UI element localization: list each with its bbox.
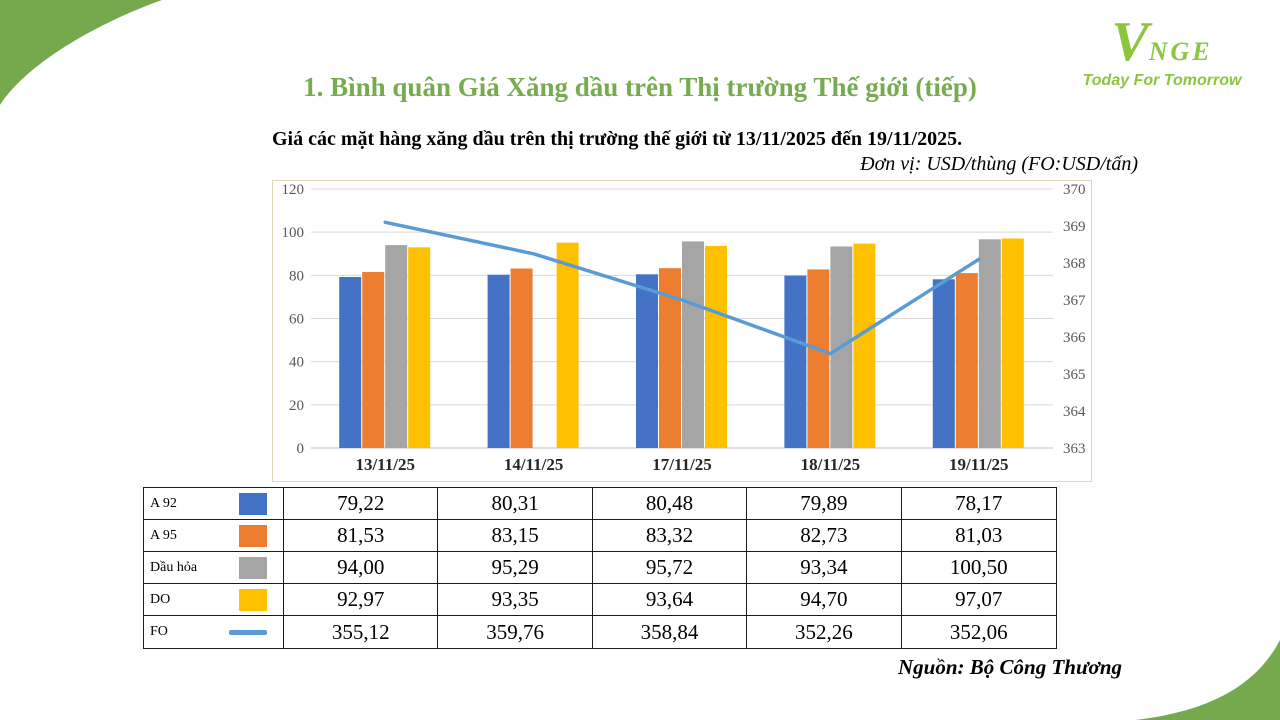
table-value-cell: 92,97 (284, 584, 439, 615)
logo-v-glyph: V (1111, 11, 1149, 73)
series-label-cell: FO (144, 616, 284, 648)
table-value-cell: 94,00 (284, 552, 439, 583)
table-value-cell: 355,12 (284, 616, 439, 648)
table-value-cell: 81,53 (284, 520, 439, 551)
table-value-cell: 352,06 (949, 619, 1008, 644)
right-axis-tick-label: 364 (1063, 404, 1086, 420)
table-value-cell: 80,31 (438, 488, 593, 519)
table-value-cell: 93,35 (438, 584, 593, 615)
table-value-cell: 358,84 (593, 616, 748, 648)
left-axis-tick-label: 60 (289, 312, 304, 328)
bar-a-92 (487, 274, 510, 448)
left-axis-tick-label: 80 (289, 268, 304, 284)
bar-dầu-hỏa (978, 239, 1001, 448)
table-value-cell: 80,48 (593, 488, 748, 519)
bar-do (556, 242, 579, 448)
logo-text: NGE (1148, 37, 1213, 66)
bar-dầu-hỏa (385, 245, 408, 448)
bar-a-95 (510, 268, 533, 448)
series-label-cell: A 92 (144, 488, 284, 519)
left-axis-tick-label: 100 (282, 225, 305, 241)
page-title: 1. Bình quân Giá Xăng dầu trên Thị trườn… (303, 72, 977, 102)
x-axis-category-label: 18/11/25 (801, 455, 861, 474)
right-axis-tick-label: 367 (1063, 293, 1086, 309)
x-axis-category-label: 13/11/25 (355, 455, 415, 474)
right-axis-tick-label: 368 (1063, 256, 1086, 272)
table-value-cell: 79,22 (284, 488, 439, 519)
unit-note: Đơn vị: USD/thùng (FO:USD/tấn) (860, 153, 1138, 175)
legend-swatch-icon (239, 588, 267, 611)
source-note: Nguồn: Bộ Công Thương (898, 655, 1122, 679)
bar-a-92 (339, 277, 362, 448)
table-value-cell: 82,73 (747, 520, 902, 551)
series-label-cell: DO (144, 584, 284, 615)
table-row-dầu-hỏa: Dầu hỏa 94,00 95,29 95,72 93,34 100,50 (144, 552, 1056, 584)
left-axis-tick-label: 0 (297, 441, 305, 457)
right-axis-tick-label: 366 (1063, 330, 1086, 346)
corner-decoration-bottom-right-icon (1135, 640, 1280, 720)
table-row-fo: FO 355,12 359,76 358,84 352,26 352,06 (144, 616, 1056, 648)
data-table: A 92 79,22 80,31 80,48 79,89 78,17 A 95 81,53 83… (143, 487, 1057, 649)
table-row-a-92: A 92 79,22 80,31 80,48 79,89 78,17 (144, 488, 1056, 520)
logo-wordmark: VNGE (1062, 14, 1262, 70)
right-axis-tick-label: 365 (1063, 367, 1086, 383)
table-value-cell: 95,72 (593, 552, 748, 583)
combo-chart: 0 20 40 60 80 100 120 363 364 365 366 367 368 369 370 1… (282, 182, 1087, 474)
logo-slogan: Today For Tomorrow (1082, 72, 1242, 89)
left-axis-tick-label: 120 (282, 182, 305, 198)
bar-do (705, 245, 727, 448)
right-axis-tick-label: 363 (1063, 441, 1086, 457)
bar-a-92 (932, 279, 955, 448)
table-value-cell: 93,34 (747, 552, 902, 583)
line-fo (383, 220, 981, 356)
right-axis-tick-label: 370 (1063, 182, 1086, 198)
bar-a-95 (807, 269, 830, 448)
table-value-cell: 79,89 (747, 488, 902, 519)
bar-a-95 (955, 273, 978, 448)
logo: VNGE Today For Tomorrow (1062, 14, 1262, 90)
bar-do (1001, 238, 1024, 448)
chart-subtitle: Giá các mặt hàng xăng dầu trên thị trườn… (272, 128, 963, 150)
bar-a-95 (659, 268, 681, 448)
x-axis-category-label: 14/11/25 (504, 455, 564, 474)
x-axis-category-label: 17/11/25 (652, 455, 712, 474)
bar-a-95 (362, 272, 385, 448)
bar-dầu-hỏa (682, 241, 704, 448)
table-value-cell: 78,17 (955, 491, 1003, 515)
bar-do (408, 247, 431, 448)
table-value-cell: 352,26 (747, 616, 902, 648)
series-label-cell: Dầu hỏa (144, 552, 284, 583)
table-value-cell: 81,03 (955, 523, 1003, 547)
table-value-cell: 97,07 (955, 587, 1003, 611)
left-axis-tick-label: 40 (289, 355, 304, 371)
series-label: A 92 (150, 495, 177, 511)
table-value-cell: 100,50 (949, 555, 1008, 579)
series-label: FO (150, 624, 168, 639)
right-axis-tick-label: 369 (1063, 219, 1086, 235)
table-value-cell: 95,29 (438, 552, 593, 583)
chart-area: 0 20 40 60 80 100 120 363 364 365 366 367 368 369 370 1… (272, 180, 1092, 482)
table-value-cell: 83,32 (593, 520, 748, 551)
legend-swatch-icon (239, 492, 267, 515)
series-label: Dầu hỏa (150, 559, 198, 575)
table-value-cell: 93,64 (593, 584, 748, 615)
legend-swatch-icon (229, 629, 267, 635)
series-label-cell: A 95 (144, 520, 284, 551)
table-row-a-95: A 95 81,53 83,15 83,32 82,73 81,03 (144, 520, 1056, 552)
bar-a-92 (784, 275, 807, 448)
legend-swatch-icon (239, 524, 267, 547)
x-axis-category-label: 19/11/25 (949, 455, 1009, 474)
bar-a-92 (636, 274, 658, 448)
series-label: DO (150, 591, 171, 607)
bar-do (853, 243, 876, 448)
table-value-cell: 94,70 (747, 584, 902, 615)
left-axis-tick-label: 20 (289, 398, 304, 414)
series-label: A 95 (150, 527, 177, 543)
legend-swatch-icon (239, 556, 267, 579)
table-row-do: DO 92,97 93,35 93,64 94,70 97,07 (144, 584, 1056, 616)
table-value-cell: 83,15 (438, 520, 593, 551)
table-value-cell: 359,76 (438, 616, 593, 648)
